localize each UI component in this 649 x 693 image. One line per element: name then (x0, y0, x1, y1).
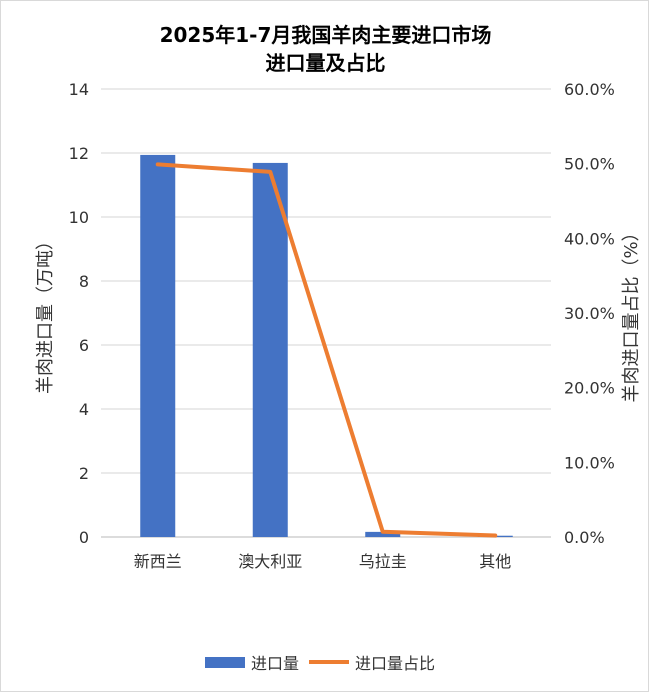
y-tick-label: 14 (69, 80, 89, 99)
x-tick-label: 新西兰 (134, 552, 182, 571)
y-axis-label: 羊肉进口量（万吨） (35, 232, 56, 394)
x-tick-label: 其他 (479, 552, 511, 571)
y2-tick-label: 0.0% (564, 528, 605, 547)
legend-bar-label: 进口量 (251, 654, 299, 673)
y2-tick-label: 40.0% (564, 229, 615, 248)
y-tick-label: 6 (79, 336, 89, 355)
y-tick-label: 8 (79, 272, 89, 291)
legend-line-label: 进口量占比 (355, 654, 435, 673)
share-line (158, 164, 496, 535)
y2-tick-label: 20.0% (564, 379, 615, 398)
y-tick-label: 10 (69, 208, 89, 227)
y-tick-label: 2 (79, 464, 89, 483)
y-tick-label: 0 (79, 528, 89, 547)
y-tick-label: 12 (69, 144, 89, 163)
legend-bar-swatch (205, 657, 245, 668)
y2-tick-label: 30.0% (564, 304, 615, 323)
y2-tick-label: 10.0% (564, 453, 615, 472)
bar-澳大利亚 (253, 163, 288, 537)
y2-axis-label: 羊肉进口量占比（%） (621, 223, 642, 402)
y-tick-label: 4 (79, 400, 89, 419)
y2-tick-label: 60.0% (564, 80, 615, 99)
x-tick-label: 澳大利亚 (238, 552, 302, 571)
bar-新西兰 (140, 155, 175, 537)
y2-tick-label: 50.0% (564, 155, 615, 174)
x-tick-label: 乌拉圭 (359, 552, 407, 571)
